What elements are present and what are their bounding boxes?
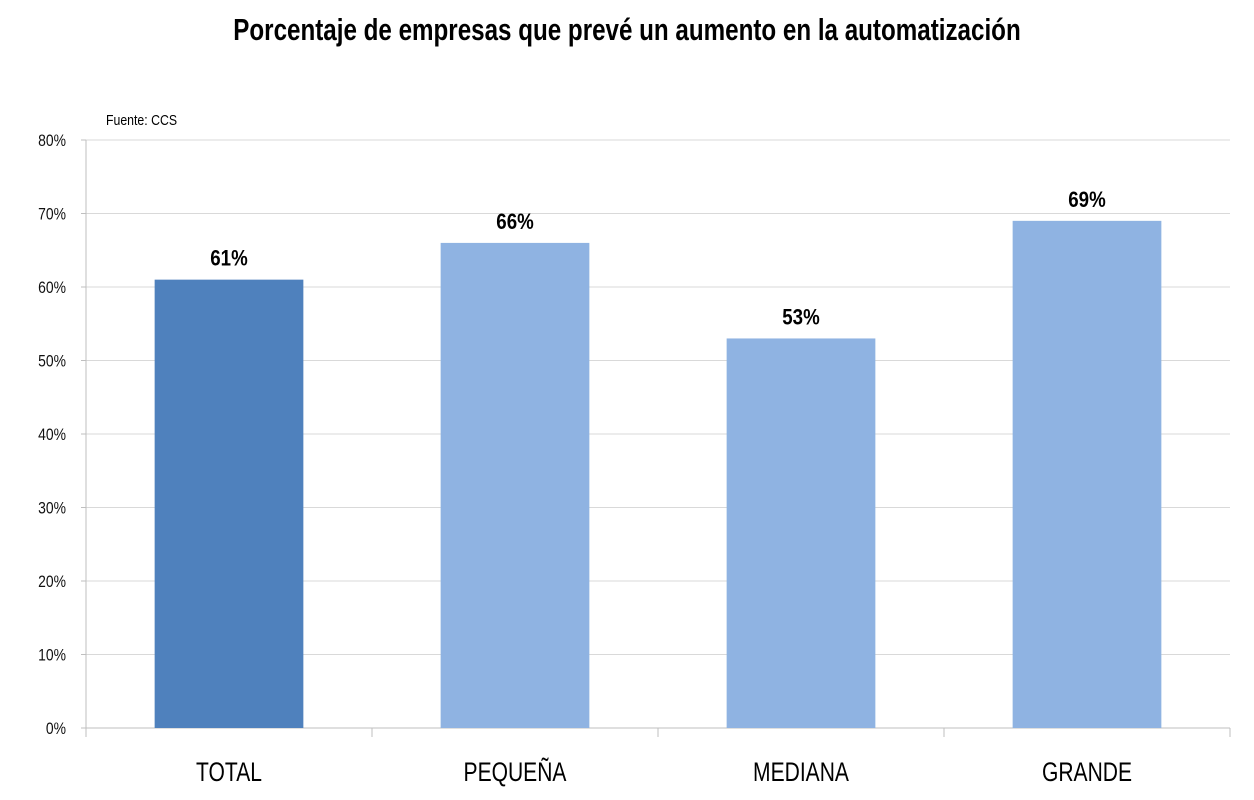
labels: 0% 10% 20% 30% 40% 50% 60% 70% 80% 61% TOTAL 66% PEQ… [38, 132, 1132, 788]
bars [154, 220, 1162, 728]
bar-mediana [726, 338, 876, 728]
y-tick-label: 0% [46, 720, 66, 739]
y-tick-label: 20% [38, 573, 66, 592]
y-tick-label: 70% [38, 205, 66, 224]
data-label: 53% [782, 306, 819, 330]
data-label: 66% [496, 211, 533, 235]
bar-grande [1012, 220, 1162, 728]
chart-title: Porcentaje de empresas que prevé un aume… [233, 12, 1021, 47]
bar-pequeña [440, 242, 590, 728]
x-tick-label: PEQUEÑA [464, 758, 568, 788]
data-label: 61% [210, 247, 247, 271]
x-tick-label: TOTAL [196, 758, 262, 788]
bar-total [154, 279, 304, 728]
source-label: Fuente: CCS [106, 112, 177, 128]
x-tick-label: MEDIANA [753, 758, 850, 788]
y-tick-label: 30% [38, 499, 66, 518]
y-tick-label: 60% [38, 279, 66, 298]
y-tick-label: 10% [38, 646, 66, 665]
x-tick-label: GRANDE [1042, 758, 1132, 788]
y-tick-label: 80% [38, 132, 66, 151]
y-tick-label: 40% [38, 426, 66, 445]
y-tick-label: 50% [38, 352, 66, 371]
data-label: 69% [1068, 189, 1105, 213]
